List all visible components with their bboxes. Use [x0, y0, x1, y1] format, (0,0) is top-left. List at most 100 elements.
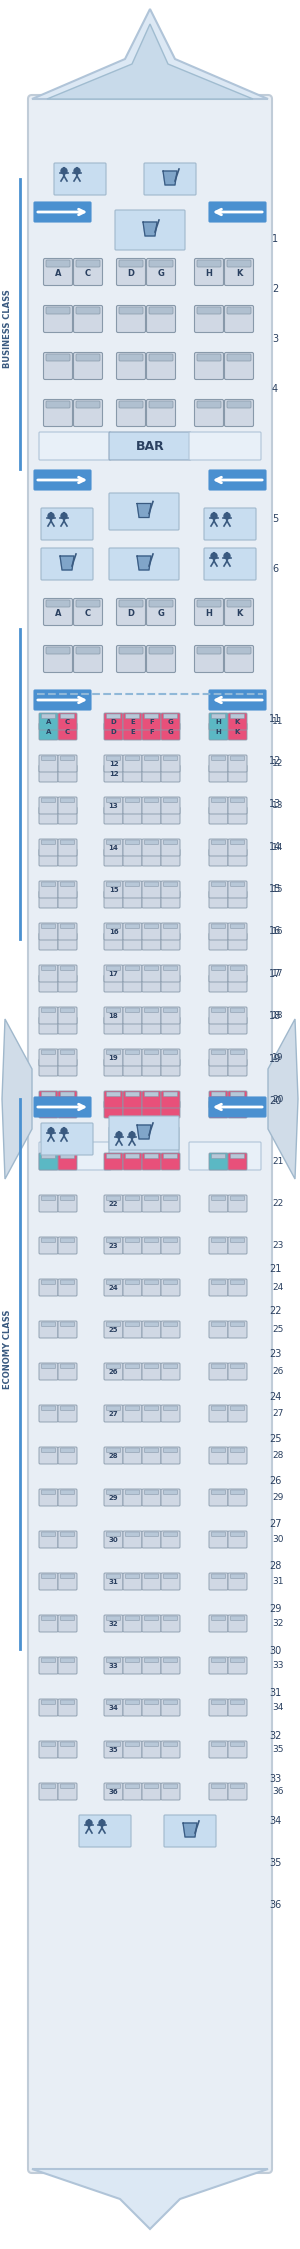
FancyBboxPatch shape	[149, 648, 173, 654]
Text: C: C	[65, 720, 70, 726]
FancyBboxPatch shape	[104, 796, 123, 814]
FancyBboxPatch shape	[44, 400, 73, 427]
FancyBboxPatch shape	[39, 922, 58, 940]
FancyBboxPatch shape	[164, 1237, 178, 1241]
FancyBboxPatch shape	[145, 967, 158, 972]
FancyBboxPatch shape	[58, 713, 77, 731]
FancyBboxPatch shape	[104, 1363, 123, 1381]
FancyBboxPatch shape	[209, 765, 228, 783]
FancyBboxPatch shape	[230, 882, 244, 886]
Circle shape	[61, 169, 67, 173]
Text: 35: 35	[109, 1747, 118, 1754]
FancyBboxPatch shape	[58, 1017, 77, 1035]
Text: 36: 36	[272, 1788, 284, 1797]
Text: D: D	[128, 268, 134, 277]
FancyBboxPatch shape	[164, 767, 178, 771]
FancyBboxPatch shape	[58, 796, 77, 814]
FancyBboxPatch shape	[34, 690, 91, 711]
FancyBboxPatch shape	[123, 891, 142, 909]
FancyBboxPatch shape	[41, 1154, 56, 1158]
FancyBboxPatch shape	[123, 1048, 142, 1066]
FancyBboxPatch shape	[58, 1059, 77, 1075]
Text: C: C	[85, 268, 91, 277]
FancyBboxPatch shape	[228, 1363, 247, 1381]
FancyBboxPatch shape	[104, 1489, 123, 1507]
FancyBboxPatch shape	[145, 1783, 158, 1788]
FancyBboxPatch shape	[104, 1783, 123, 1799]
FancyBboxPatch shape	[228, 1017, 247, 1035]
FancyBboxPatch shape	[61, 1196, 74, 1201]
FancyBboxPatch shape	[164, 1102, 178, 1107]
FancyBboxPatch shape	[109, 549, 179, 580]
FancyBboxPatch shape	[161, 922, 180, 940]
FancyBboxPatch shape	[228, 713, 247, 731]
FancyBboxPatch shape	[142, 1059, 161, 1075]
FancyBboxPatch shape	[104, 1059, 123, 1075]
FancyBboxPatch shape	[61, 839, 74, 846]
Text: 3: 3	[272, 335, 278, 344]
FancyBboxPatch shape	[41, 724, 56, 729]
Text: 11: 11	[272, 717, 284, 726]
FancyBboxPatch shape	[119, 261, 143, 268]
FancyBboxPatch shape	[227, 648, 251, 654]
FancyBboxPatch shape	[209, 1091, 228, 1109]
Circle shape	[211, 553, 217, 560]
FancyBboxPatch shape	[228, 933, 247, 949]
FancyBboxPatch shape	[39, 1783, 58, 1799]
Text: 16: 16	[272, 927, 284, 936]
FancyBboxPatch shape	[116, 645, 146, 672]
Text: 18: 18	[109, 1014, 118, 1019]
FancyBboxPatch shape	[123, 722, 142, 740]
FancyBboxPatch shape	[209, 922, 228, 940]
FancyBboxPatch shape	[164, 882, 178, 886]
FancyBboxPatch shape	[41, 1363, 56, 1367]
FancyBboxPatch shape	[149, 308, 173, 315]
FancyBboxPatch shape	[123, 976, 142, 992]
FancyBboxPatch shape	[228, 1658, 247, 1673]
FancyBboxPatch shape	[58, 1048, 77, 1066]
FancyBboxPatch shape	[228, 1280, 247, 1295]
FancyBboxPatch shape	[209, 1237, 228, 1255]
FancyBboxPatch shape	[212, 967, 226, 972]
FancyBboxPatch shape	[209, 470, 266, 490]
FancyBboxPatch shape	[145, 924, 158, 929]
Text: 12: 12	[269, 756, 281, 767]
FancyBboxPatch shape	[123, 807, 142, 823]
FancyBboxPatch shape	[58, 1363, 77, 1381]
FancyBboxPatch shape	[230, 1196, 244, 1201]
FancyBboxPatch shape	[39, 1142, 111, 1169]
Polygon shape	[163, 171, 177, 184]
FancyBboxPatch shape	[161, 1489, 180, 1507]
FancyBboxPatch shape	[123, 796, 142, 814]
FancyBboxPatch shape	[61, 976, 74, 981]
FancyBboxPatch shape	[145, 1448, 158, 1453]
Text: 23: 23	[272, 1241, 284, 1250]
FancyBboxPatch shape	[161, 1194, 180, 1212]
FancyBboxPatch shape	[142, 1572, 161, 1590]
FancyBboxPatch shape	[39, 1280, 58, 1295]
FancyBboxPatch shape	[161, 839, 180, 857]
FancyBboxPatch shape	[123, 850, 142, 866]
Text: K: K	[236, 609, 242, 618]
FancyBboxPatch shape	[209, 1194, 228, 1212]
FancyBboxPatch shape	[74, 259, 103, 286]
Text: 11: 11	[269, 713, 281, 724]
FancyBboxPatch shape	[224, 400, 254, 427]
FancyBboxPatch shape	[209, 202, 266, 223]
FancyBboxPatch shape	[145, 1743, 158, 1747]
FancyBboxPatch shape	[164, 1406, 178, 1410]
FancyBboxPatch shape	[209, 807, 228, 823]
FancyBboxPatch shape	[119, 353, 143, 362]
FancyBboxPatch shape	[106, 1532, 121, 1536]
FancyBboxPatch shape	[227, 600, 251, 607]
FancyBboxPatch shape	[104, 807, 123, 823]
FancyBboxPatch shape	[104, 1532, 123, 1547]
FancyBboxPatch shape	[41, 549, 93, 580]
FancyBboxPatch shape	[230, 713, 244, 717]
FancyBboxPatch shape	[61, 850, 74, 855]
FancyBboxPatch shape	[161, 765, 180, 783]
Text: 5: 5	[272, 515, 278, 524]
FancyBboxPatch shape	[109, 1116, 179, 1149]
FancyBboxPatch shape	[212, 713, 226, 717]
FancyBboxPatch shape	[125, 798, 140, 803]
